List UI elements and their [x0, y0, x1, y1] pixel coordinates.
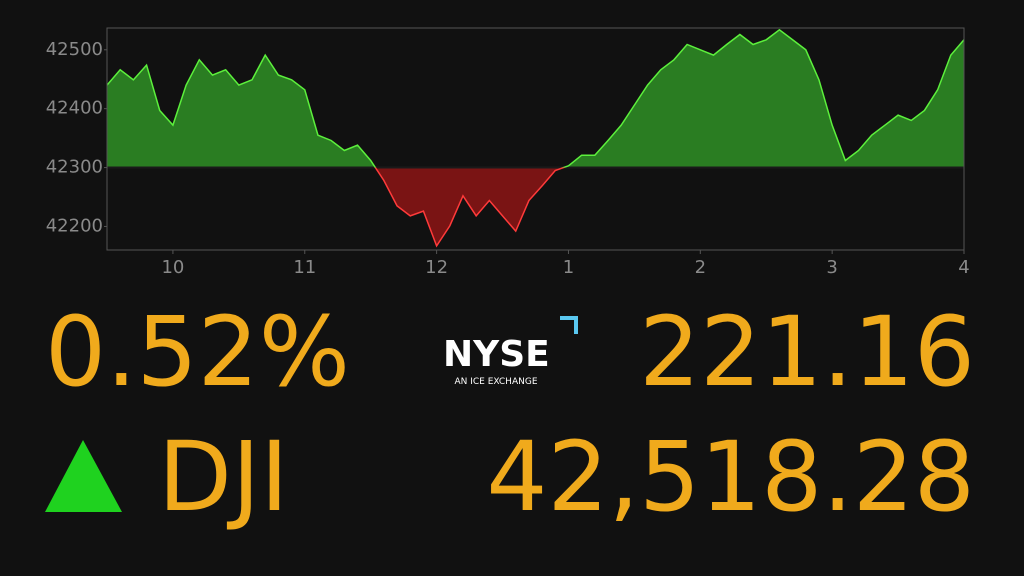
x-tick-label: 12 — [425, 257, 448, 278]
logo-bracket — [560, 316, 578, 334]
plot-frame — [106, 27, 965, 251]
y-tick-label: 42200 — [46, 215, 103, 236]
change-points: 221.16 — [639, 296, 975, 408]
y-tick-label: 42300 — [46, 157, 103, 178]
x-tick-label: 1 — [563, 257, 574, 278]
area-down — [107, 167, 964, 246]
y-tick-label: 42400 — [46, 98, 103, 119]
up-arrow — [45, 440, 122, 512]
symbol: DJI — [158, 421, 289, 533]
logo-tagline: AN ICE EXCHANGE — [454, 377, 537, 387]
x-tick-label: 3 — [826, 257, 837, 278]
y-tick-label: 42500 — [46, 39, 103, 60]
x-tick-label: 4 — [958, 257, 969, 278]
logo-name: NYSE — [443, 334, 550, 375]
line-down — [374, 167, 566, 248]
area-up — [107, 29, 964, 168]
x-tick-label: 2 — [695, 257, 706, 278]
price: 42,518.28 — [486, 421, 975, 533]
x-tick-label: 11 — [293, 257, 316, 278]
x-tick-label: 10 — [161, 257, 184, 278]
line-up — [107, 28, 964, 168]
change-percent: 0.52% — [45, 296, 350, 408]
